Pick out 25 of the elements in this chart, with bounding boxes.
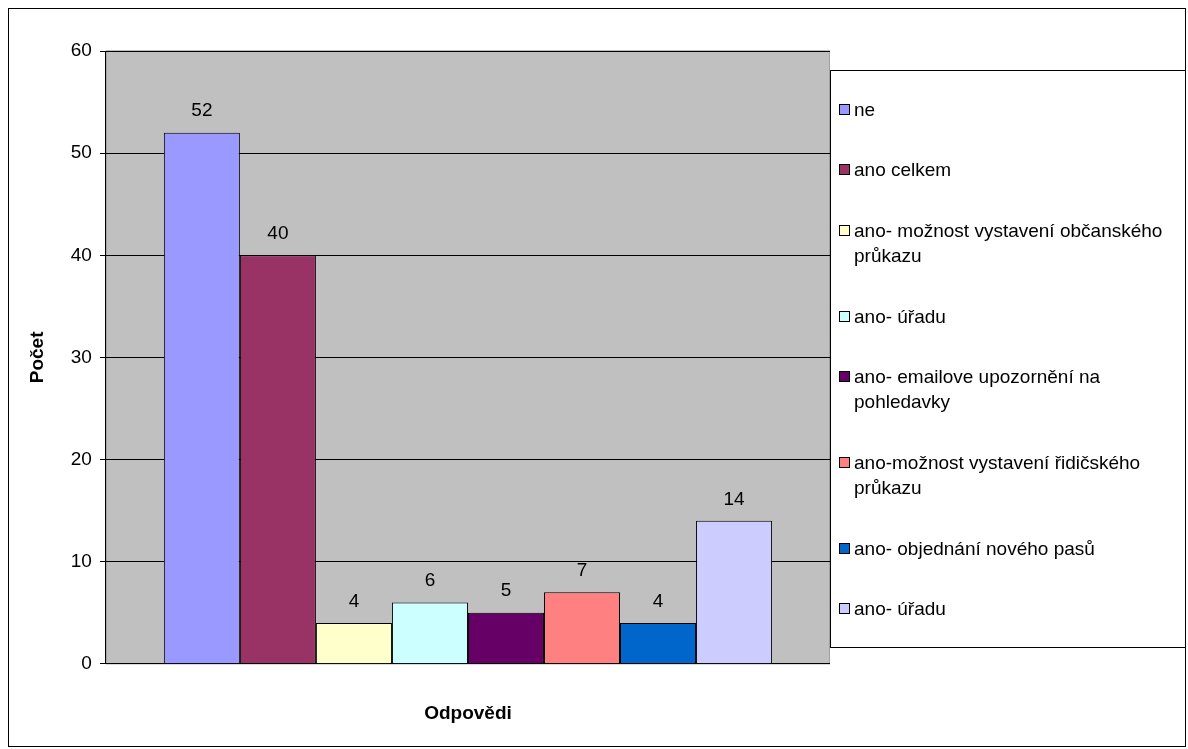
legend-label: ano- emailove upozornění na pohledavky [854,365,1102,415]
data-label: 52 [191,99,213,121]
data-label: 5 [500,579,512,601]
y-tick-label: 0 [81,652,92,674]
legend-label: ano celkem [854,158,952,183]
data-label: 6 [424,569,436,591]
data-label: 40 [267,222,289,243]
y-tick-label: 30 [70,345,92,367]
legend-label: ano- objednání nového pasů [854,536,1095,561]
legend-label: ano- úřadu [854,597,946,622]
y-axis-title: Počet [25,330,47,384]
y-tick-label: 50 [70,141,92,163]
y-tick-label: 20 [70,447,92,469]
data-label: 14 [723,487,746,509]
x-axis-title: Odpovědi [424,701,512,723]
data-label: 4 [652,589,664,611]
y-tick-label: 10 [70,549,92,571]
y-tick-label: 40 [70,243,92,265]
y-tick-label: 60 [70,39,92,61]
legend-label: ano- možnost vystavení občanského průkazu [854,219,1164,269]
legend-label: ne [854,97,876,122]
legend-label: ano-možnost vystavení řidičského průkazu [854,450,1142,500]
data-label: 7 [576,559,588,581]
data-label: 4 [348,589,360,611]
legend-label: ano- úřadu [854,304,946,329]
